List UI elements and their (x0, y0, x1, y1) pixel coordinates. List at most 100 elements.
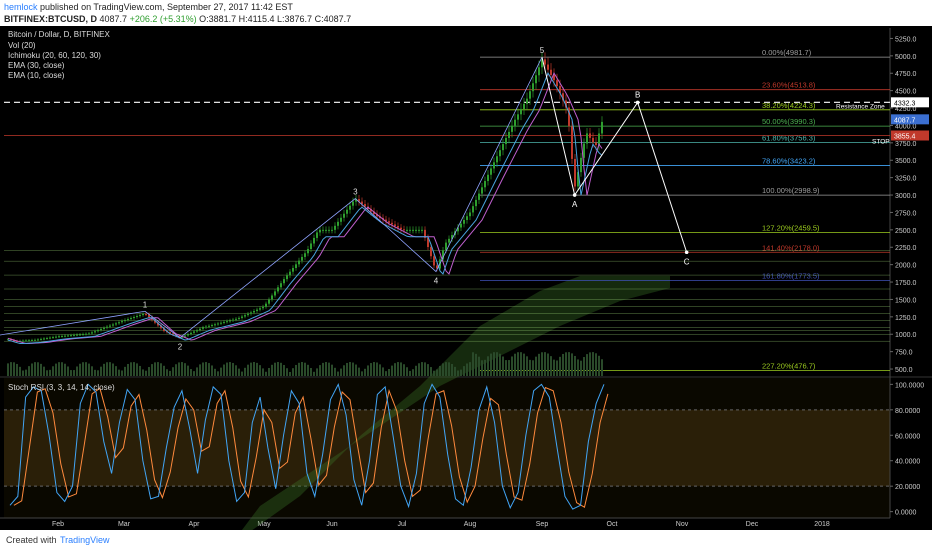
volume-bar (430, 367, 432, 376)
volume-bar (316, 368, 318, 376)
x-tick-label: Oct (607, 521, 618, 528)
candle-body (115, 323, 117, 325)
volume-bar (403, 364, 405, 376)
candle-body (355, 199, 357, 202)
volume-bar (205, 362, 207, 376)
volume-bar (211, 365, 213, 376)
wave-label-2: 2 (178, 343, 183, 352)
publish-header: hemlock published on TradingView.com, Se… (0, 0, 932, 26)
volume-bar (85, 362, 87, 376)
candle-body (295, 264, 297, 268)
fib-level-label: 78.60%(3423.2) (762, 157, 816, 166)
volume-bar (529, 359, 531, 376)
candle-body (175, 334, 177, 337)
volume-bar (142, 369, 144, 376)
symbol-info: BITFINEX:BTCUSD, D 4087.7 +206.2 (+5.31%… (4, 14, 351, 24)
candle-body (157, 322, 159, 326)
volume-bar (112, 363, 114, 376)
candle-body (64, 335, 66, 337)
volume-bar (220, 367, 222, 376)
candle-body (286, 275, 288, 280)
candle-body (505, 137, 507, 145)
candle-body (403, 229, 405, 231)
candle-body (340, 217, 342, 222)
volume-bar (391, 365, 393, 376)
price-tag-bg (891, 97, 929, 108)
volume-bar (427, 364, 429, 376)
ema-30-line (7, 71, 603, 345)
candle-body (397, 226, 399, 228)
volume-bar (472, 352, 474, 376)
volume-bar (199, 364, 201, 376)
abc-label-A: A (572, 200, 578, 209)
wave-label-4: 4 (434, 277, 439, 286)
tradingview-logo[interactable]: TradingView (60, 535, 110, 545)
volume-bar (292, 368, 294, 376)
candle-body (550, 69, 552, 75)
volume-bar (601, 359, 603, 376)
volume-bar (115, 366, 117, 376)
volume-bar (121, 370, 123, 376)
candle-body (277, 287, 279, 292)
candle-body (154, 319, 156, 323)
candle-body (316, 232, 318, 238)
y-tick-label: 4000.0 (895, 123, 917, 130)
candle-body (160, 325, 162, 329)
fib-level-label: 227.20%(476.7) (762, 362, 816, 371)
y-tick-label: 2750.0 (895, 210, 917, 217)
candle-body (538, 67, 540, 76)
stoch-d-line (13, 386, 609, 508)
volume-bar (79, 363, 81, 376)
candle-body (475, 199, 477, 207)
volume-bar (265, 371, 267, 376)
stop-label: STOP (872, 139, 890, 146)
candle-body (46, 338, 48, 340)
candle-body (187, 334, 189, 336)
chart-area[interactable]: 5250.0 5000.0 4750.0 4500.0 4250.0 4000.0 3750… (0, 26, 932, 546)
volume-bar (190, 369, 192, 376)
candle-body (589, 133, 591, 138)
candle-body (7, 339, 9, 341)
author-link[interactable]: hemlock (4, 2, 38, 12)
candle-body (466, 216, 468, 220)
volume-bar (10, 362, 12, 376)
candle-body (16, 341, 18, 343)
volume-bar (556, 360, 558, 376)
abc-projection-lines (541, 57, 688, 253)
volume-bar (187, 365, 189, 376)
volume-bar (13, 362, 15, 376)
volume-bar (109, 362, 111, 376)
candle-body (214, 324, 216, 326)
price-tag-bg (891, 130, 929, 141)
volume-bar (568, 352, 570, 376)
candle-body (253, 311, 255, 313)
volume-bar (280, 362, 282, 376)
legend-ichimoku: Ichimoku (20, 60, 120, 30) (8, 51, 101, 60)
y-tick-label: 2500.0 (895, 228, 917, 235)
volume-bar (442, 363, 444, 376)
volume-bar (82, 362, 84, 376)
volume-bar (463, 366, 465, 376)
candle-body (229, 320, 231, 322)
candle-body (409, 229, 411, 231)
volume-bar (238, 368, 240, 376)
volume-bar (223, 364, 225, 376)
volume-bar (334, 367, 336, 376)
volume-bar (559, 356, 561, 376)
volume-bar (397, 362, 399, 376)
volume-bar (535, 356, 537, 376)
candle-body (358, 199, 360, 202)
volume-bar (25, 369, 27, 376)
candle-body (592, 137, 594, 143)
volume-bar (88, 363, 90, 376)
candle-body (238, 317, 240, 319)
volume-bar (553, 359, 555, 376)
candle-body (49, 337, 51, 339)
volume-bar (367, 365, 369, 376)
volume-bar (484, 359, 486, 376)
volume-bar (40, 363, 42, 376)
stoch-k-line (9, 382, 605, 510)
volume-bar (466, 363, 468, 376)
volume-bar (349, 362, 351, 376)
price-chart[interactable]: 5250.05000.04750.04500.04250.04000.03750… (0, 26, 932, 546)
